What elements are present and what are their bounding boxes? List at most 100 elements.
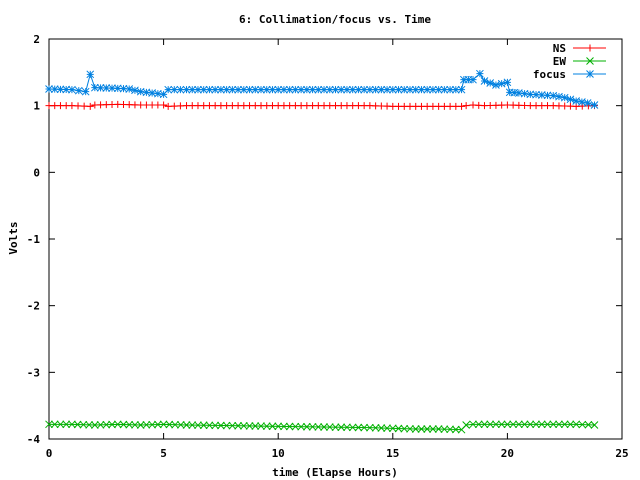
- data-point: [142, 88, 151, 97]
- data-point: [469, 75, 477, 84]
- data-point: [239, 421, 248, 430]
- data-point: [480, 77, 489, 85]
- data-point: [222, 85, 231, 94]
- data-point: [268, 422, 277, 431]
- data-point: [154, 420, 162, 429]
- legend-item: EW: [553, 55, 606, 68]
- data-point: [245, 422, 254, 430]
- data-point: [459, 75, 468, 84]
- data-point: [555, 420, 563, 429]
- data-point: [125, 420, 134, 429]
- data-point: [131, 420, 139, 429]
- data-point: [176, 420, 185, 429]
- data-point: [406, 424, 414, 433]
- data-point: [125, 85, 134, 93]
- series-ew: [45, 420, 599, 434]
- data-point: [314, 85, 323, 94]
- data-point: [366, 423, 374, 432]
- data-point: [331, 85, 340, 94]
- data-point: [62, 420, 71, 429]
- data-point: [543, 91, 552, 100]
- data-point: [537, 420, 546, 429]
- data-point: [354, 85, 363, 94]
- data-point: [411, 85, 420, 94]
- data-point: [164, 85, 173, 94]
- data-point: [176, 102, 184, 110]
- data-point: [560, 420, 569, 429]
- data-point: [331, 423, 340, 432]
- data-point: [136, 421, 145, 429]
- data-point: [62, 85, 71, 94]
- data-point: [302, 85, 311, 94]
- data-point: [532, 90, 540, 99]
- data-point: [400, 85, 409, 94]
- data-point: [108, 420, 116, 429]
- data-point: [526, 420, 535, 429]
- data-point: [325, 85, 334, 94]
- data-point: [159, 420, 168, 429]
- data-point: [462, 102, 470, 110]
- data-point: [474, 420, 483, 429]
- data-point: [343, 85, 351, 94]
- data-point: [45, 420, 53, 429]
- data-point: [136, 87, 145, 96]
- data-point: [188, 85, 197, 94]
- data-point: [211, 85, 220, 94]
- data-point: [586, 57, 594, 65]
- data-point: [102, 420, 111, 429]
- data-point: [170, 85, 179, 94]
- data-point: [148, 89, 156, 97]
- data-point: [176, 85, 185, 94]
- data-point: [360, 423, 369, 432]
- x-tick-label: 15: [386, 447, 399, 460]
- data-point: [440, 85, 449, 94]
- data-point: [96, 83, 105, 92]
- data-point: [510, 88, 519, 97]
- data-point: [348, 423, 357, 432]
- data-point: [251, 85, 260, 94]
- data-point: [280, 422, 288, 431]
- data-point: [325, 423, 334, 431]
- data-point: [257, 85, 265, 94]
- data-point: [308, 85, 317, 94]
- data-point: [480, 420, 489, 429]
- x-tick-label: 25: [615, 447, 628, 460]
- data-point: [578, 98, 586, 106]
- data-point: [80, 102, 88, 110]
- data-point: [337, 85, 346, 94]
- data-point: [560, 93, 569, 102]
- axes: 0 5 10 15 20 25 -4 -3 -2 -1 0 1 2: [27, 33, 629, 460]
- data-point: [188, 421, 197, 429]
- data-point: [79, 420, 88, 429]
- data-point: [526, 90, 535, 99]
- series-layer: [45, 69, 599, 434]
- data-point: [56, 85, 65, 94]
- data-point: [458, 102, 466, 110]
- data-point: [584, 420, 593, 429]
- plot-frame: [48, 38, 623, 440]
- data-point: [492, 81, 500, 89]
- data-point: [509, 420, 517, 429]
- data-point: [113, 420, 122, 429]
- data-point: [572, 97, 581, 105]
- data-point: [532, 420, 540, 429]
- data-point: [199, 421, 208, 430]
- data-point: [360, 85, 369, 94]
- data-point: [297, 85, 305, 94]
- data-point: [297, 422, 305, 431]
- data-point: [440, 425, 449, 434]
- y-tick-label: -2: [27, 300, 40, 313]
- data-point: [394, 85, 403, 94]
- data-point: [234, 85, 242, 94]
- data-point: [268, 85, 277, 94]
- data-point: [505, 88, 514, 97]
- data-point: [50, 85, 59, 94]
- data-point: [142, 420, 151, 429]
- series-ns: [45, 100, 598, 110]
- data-point: [165, 420, 174, 429]
- y-tick-label: 1: [33, 100, 40, 113]
- legend-label: focus: [533, 68, 566, 81]
- data-point: [434, 425, 443, 433]
- data-point: [171, 420, 179, 429]
